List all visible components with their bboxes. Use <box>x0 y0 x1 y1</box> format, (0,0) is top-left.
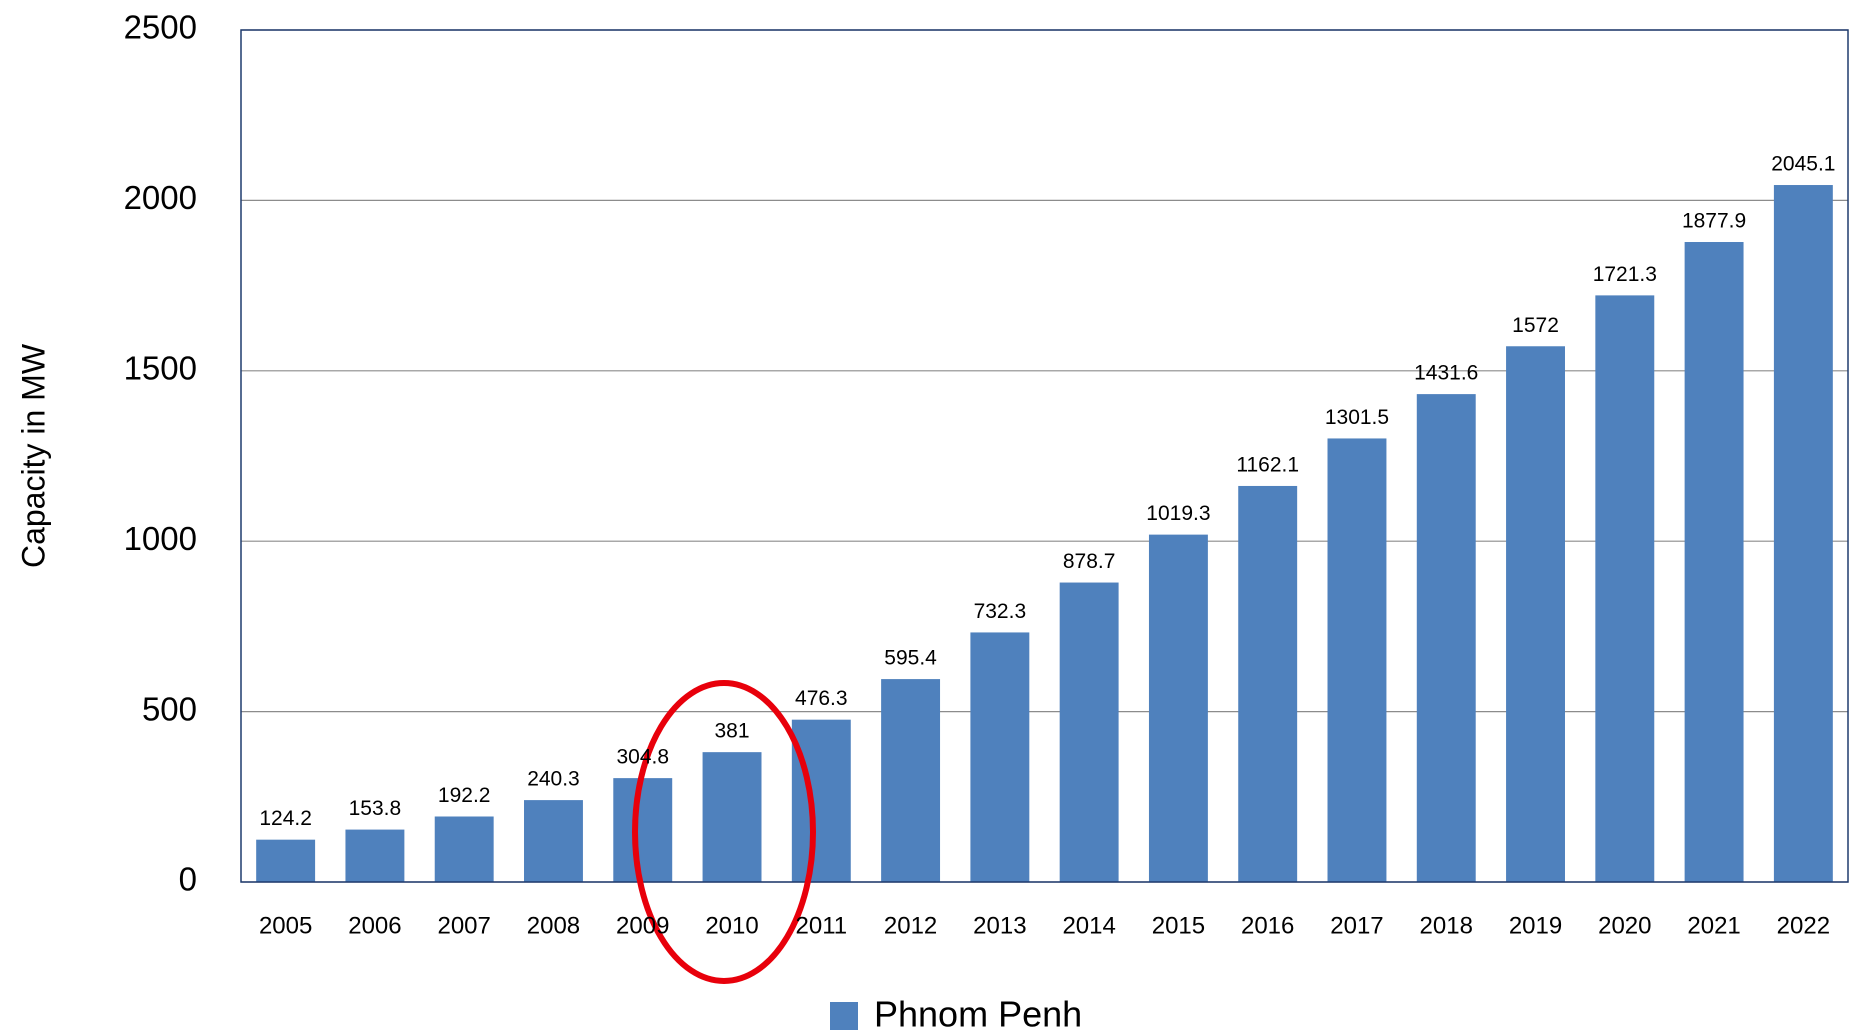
data-label: 1721.3 <box>1593 263 1657 286</box>
highlight-circle <box>632 680 816 984</box>
x-tick-label: 2021 <box>1687 912 1740 939</box>
data-label: 878.7 <box>1063 550 1116 573</box>
x-tick-label: 2012 <box>884 912 937 939</box>
x-tick-label: 2017 <box>1330 912 1383 939</box>
bars <box>256 185 1833 883</box>
bar <box>1595 295 1655 882</box>
bar <box>970 632 1030 882</box>
bar <box>702 752 762 882</box>
x-tick-label: 2006 <box>348 912 401 939</box>
bar <box>791 719 851 882</box>
legend-swatch <box>830 1002 858 1030</box>
x-tick-label: 2020 <box>1598 912 1651 939</box>
data-label: 192.2 <box>438 784 491 807</box>
data-label: 153.8 <box>349 797 402 820</box>
y-tick-label: 0 <box>179 861 197 898</box>
data-label: 240.3 <box>527 768 580 791</box>
x-tick-label: 2015 <box>1152 912 1205 939</box>
x-tick-label: 2009 <box>616 912 669 939</box>
bar <box>345 829 405 882</box>
bar <box>1059 582 1119 882</box>
data-label: 732.3 <box>974 600 1027 623</box>
x-tick-label: 2019 <box>1509 912 1562 939</box>
x-tick-label: 2008 <box>527 912 580 939</box>
data-label: 1877.9 <box>1682 210 1746 233</box>
y-tick-label: 1500 <box>124 350 197 387</box>
x-tick-label: 2014 <box>1062 912 1115 939</box>
y-tick-label: 500 <box>142 690 197 727</box>
bar <box>1684 242 1744 883</box>
x-tick-label: 2022 <box>1777 912 1830 939</box>
y-tick-label: 2000 <box>124 179 197 216</box>
bar <box>1773 185 1833 883</box>
x-tick-label: 2013 <box>973 912 1026 939</box>
y-tick-label: 1000 <box>124 520 197 557</box>
data-label: 304.8 <box>616 746 669 769</box>
data-label: 1019.3 <box>1146 502 1210 525</box>
bar <box>434 816 494 882</box>
x-tick-label: 2018 <box>1420 912 1473 939</box>
plot-border <box>240 29 1849 883</box>
data-label: 1301.5 <box>1325 406 1389 429</box>
bar <box>256 839 316 882</box>
data-label: 2045.1 <box>1771 153 1835 176</box>
data-label: 381 <box>715 720 750 743</box>
y-axis-label: Capacity in MW <box>15 343 51 568</box>
data-label: 1431.6 <box>1414 362 1478 385</box>
x-tick-label: 2005 <box>259 912 312 939</box>
data-label: 124.2 <box>259 807 312 830</box>
data-label: 595.4 <box>884 647 937 670</box>
x-tick-label: 2007 <box>437 912 490 939</box>
bar <box>1506 346 1565 882</box>
bar <box>1148 534 1208 882</box>
x-tick-label: 2011 <box>796 912 848 939</box>
bar <box>524 800 583 882</box>
y-tick-label: 2500 <box>124 9 197 46</box>
bar <box>1327 438 1387 882</box>
data-label: 1162.1 <box>1236 454 1299 477</box>
bar <box>613 778 673 882</box>
x-tick-label: 2016 <box>1241 912 1294 939</box>
bar <box>1238 485 1298 882</box>
bar <box>1416 394 1476 882</box>
x-tick-label: 2010 <box>705 912 758 939</box>
data-label: 1572 <box>1512 314 1559 337</box>
data-label: 476.3 <box>795 687 848 710</box>
bar <box>881 679 941 882</box>
legend-label: Phnom Penh <box>874 994 1082 1035</box>
